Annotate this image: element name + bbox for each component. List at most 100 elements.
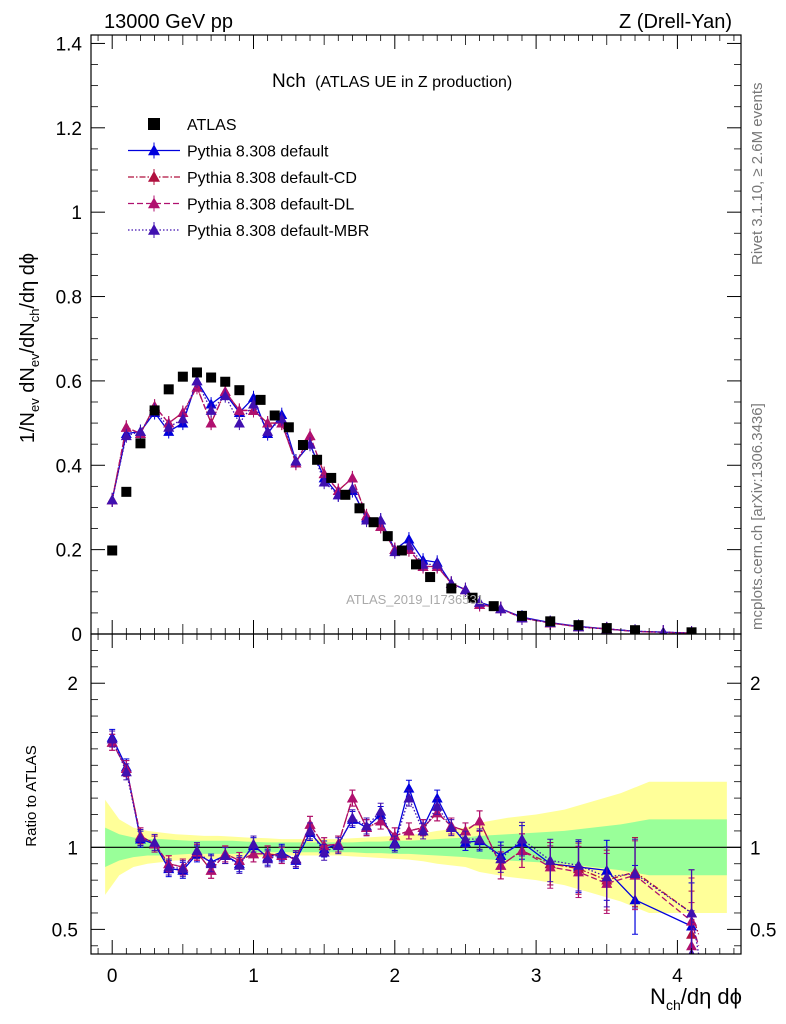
ratio-series-3-point xyxy=(516,833,528,844)
atlas-data-point xyxy=(269,410,280,421)
x-tick-label: 4 xyxy=(672,966,683,987)
main-series-3-point xyxy=(318,476,330,487)
atlas-data-point xyxy=(488,601,499,612)
legend-marker-3 xyxy=(148,197,160,209)
ratio-series-3-point xyxy=(149,836,161,847)
ratio-series-3-point xyxy=(629,868,641,878)
main-plot-area xyxy=(106,367,697,634)
atlas-data-point xyxy=(354,503,365,514)
legend-label-0: ATLAS xyxy=(187,117,237,134)
atlas-data-point xyxy=(283,422,294,433)
process-label: Z (Drell-Yan) xyxy=(619,11,732,33)
svg-text:Nch (ATLAS UE in Z produ: Nch (ATLAS UE in Z production) xyxy=(272,71,512,92)
ratio-y-tick-label-right: 2 xyxy=(750,674,761,695)
ratio-series-3-point xyxy=(290,853,302,864)
main-series-3-point xyxy=(177,413,189,424)
ratio-series-3-point xyxy=(191,845,203,856)
ratio-series-3-line xyxy=(111,738,700,954)
atlas-data-point xyxy=(220,376,231,387)
ratio-series-3-point xyxy=(403,792,415,803)
ratio-series-3-point xyxy=(219,850,231,860)
y-tick-label: 0 xyxy=(71,625,82,646)
ratio-series-3-point xyxy=(361,820,373,831)
ratio-series-3-point xyxy=(276,848,288,859)
ratio-series-3-point xyxy=(106,733,118,744)
ratio-y-tick-label-left: 0.5 xyxy=(52,920,78,941)
ratio-series-3-point xyxy=(134,831,146,842)
y-tick-label: 1 xyxy=(71,203,82,224)
ratio-series-3-point xyxy=(389,838,401,849)
atlas-data-point xyxy=(177,371,188,382)
legend-label-2: Pythia 8.308 default-CD xyxy=(187,170,357,187)
ratio-series-3-point xyxy=(346,812,358,823)
main-series-3-point xyxy=(205,404,217,415)
main-series-2-point xyxy=(346,472,358,483)
ratio-frame xyxy=(90,633,742,955)
atlas-data-point xyxy=(163,384,174,395)
atlas-data-point xyxy=(206,372,217,383)
main-series-2-point xyxy=(233,404,245,415)
atlas-data-point xyxy=(411,559,421,570)
ratio-series-2-point xyxy=(346,792,358,803)
axes: 0 1 2 3 4 0 0.2 0.4 0.6 0.8 1 1.2 1.4 0.5 0.5 1 1 2 2 xyxy=(52,34,777,987)
atlas-data-point xyxy=(191,367,202,378)
main-series-2-point xyxy=(304,430,316,441)
ratio-series-3-point xyxy=(375,805,387,816)
ratio-series-3-point xyxy=(163,861,175,872)
legend: ATLAS Pythia 8.308 default Pythia 8.308 de… xyxy=(128,117,369,240)
x-tick-label: 2 xyxy=(390,966,401,987)
x-tick-label: 3 xyxy=(531,966,542,987)
ratio-y-tick-label-right: 0.5 xyxy=(750,920,776,941)
main-series-3-point xyxy=(191,375,203,386)
main-series-2-point xyxy=(120,421,132,432)
y-tick-label: 1.4 xyxy=(56,34,83,55)
ratio-series-3-point xyxy=(474,833,486,844)
atlas-data-point xyxy=(255,394,266,405)
ratio-series-3-point xyxy=(601,871,613,882)
rivet-label: Rivet 3.1.10, ≥ 2.6M events xyxy=(749,83,766,266)
atlas-data-point xyxy=(516,610,527,621)
main-series-3-point xyxy=(248,398,259,409)
atlas-data-point xyxy=(326,472,337,483)
ratio-series-3-point xyxy=(262,853,274,864)
title-sub: (ATLAS UE in Z production) xyxy=(315,74,512,91)
atlas-data-point xyxy=(340,489,351,500)
atlas-data-point xyxy=(396,545,407,556)
atlas-data-point xyxy=(312,454,323,465)
ratio-plot-area xyxy=(91,728,741,954)
main-series-3-point xyxy=(163,421,175,432)
legend-label-3: Pythia 8.308 default-DL xyxy=(187,197,354,214)
analysis-watermark: ATLAS_2019_I1736531 xyxy=(346,592,484,607)
ratio-series-3-point xyxy=(318,846,330,857)
ratio-series-3-point xyxy=(573,859,584,870)
y-axis-title-main: 1/Nev dNev/dNch/dη dϕ xyxy=(17,253,42,443)
ratio-series-3-point xyxy=(431,800,443,811)
main-series-3-point xyxy=(120,430,132,441)
atlas-data-point xyxy=(135,438,146,449)
atlas-data-point xyxy=(297,440,308,451)
main-series-3-point xyxy=(276,413,288,424)
atlas-data-point xyxy=(121,486,132,497)
ratio-series-2-point xyxy=(459,825,471,836)
main-series-3-point xyxy=(233,417,245,428)
ratio-series-3-point xyxy=(544,854,556,865)
main-series-3-point xyxy=(474,596,486,607)
legend-label-1: Pythia 8.308 default xyxy=(187,144,329,161)
ratio-series-3-point xyxy=(205,858,217,869)
legend-marker-0 xyxy=(148,118,160,130)
atlas-data-point xyxy=(545,616,556,627)
ratio-series-2-point xyxy=(248,848,259,859)
y-tick-label: 0.8 xyxy=(56,288,82,309)
x-axis-title: Nch/dη dϕ xyxy=(650,984,742,1013)
atlas-data-point xyxy=(425,572,436,583)
ratio-y-tick-label-right: 1 xyxy=(750,838,761,859)
atlas-data-point xyxy=(107,545,118,556)
main-series-3-point xyxy=(459,584,471,595)
energy-label: 13000 GeV pp xyxy=(104,11,233,33)
ratio-series-0-point xyxy=(431,792,443,803)
main-series-3-point xyxy=(431,558,443,569)
ratio-series-3-point xyxy=(177,863,189,874)
ratio-series-2-point xyxy=(389,830,401,841)
ratio-series-2-point xyxy=(375,815,387,826)
